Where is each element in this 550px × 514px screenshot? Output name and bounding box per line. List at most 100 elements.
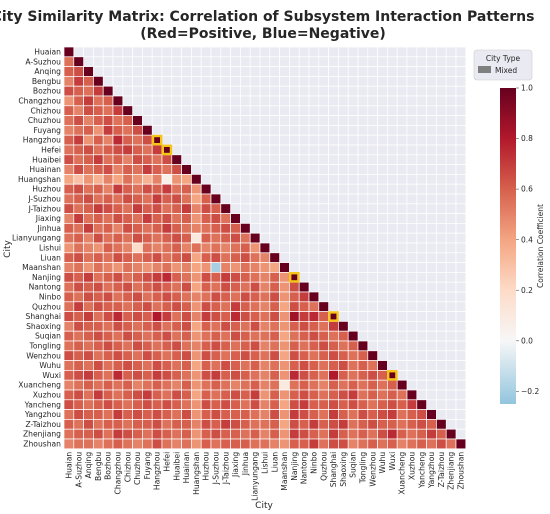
- y-tick-label: Hefei: [41, 146, 61, 155]
- masked-cell: [220, 154, 231, 165]
- masked-cell: [416, 242, 427, 254]
- masked-cell: [249, 164, 261, 175]
- masked-cell: [357, 105, 369, 116]
- heatmap-cell-Chizhou-Anqing: [83, 105, 94, 116]
- heatmap-cell-Lianyungang-Huaibei: [171, 232, 182, 244]
- heatmap-cell-Suqian-Hangzhou: [151, 330, 163, 342]
- heatmap-cell-Suqian-Huaian: [63, 330, 75, 342]
- heatmap-cell-Zhenjiang-Maanshan: [279, 428, 290, 440]
- heatmap-cell-Xuancheng-Nantong: [298, 379, 310, 391]
- masked-cell: [426, 262, 437, 273]
- masked-cell: [406, 370, 418, 381]
- masked-cell: [269, 154, 280, 165]
- masked-cell: [289, 262, 300, 273]
- y-tick-label: Fuyang: [33, 126, 61, 135]
- heatmap-cell-Lishui-Jiaxing: [230, 242, 241, 254]
- masked-cell: [112, 46, 124, 58]
- heatmap-cell-Yancheng-Yancheng: [416, 399, 427, 410]
- heatmap-cell-Lianyungang-Chuzhou: [132, 232, 143, 244]
- masked-cell: [347, 183, 359, 195]
- heatmap-cell-Jinhua-A-Suzhou: [73, 223, 84, 234]
- heatmap-cell-J-Taizhou-Bengbu: [93, 203, 104, 214]
- masked-cell: [436, 154, 447, 165]
- masked-cell: [406, 164, 418, 175]
- masked-cell: [406, 232, 418, 244]
- heatmap-cell-Wenzhou-Tongling: [357, 350, 369, 361]
- masked-cell: [445, 46, 457, 58]
- masked-cell: [171, 85, 182, 97]
- masked-cell: [436, 56, 447, 67]
- heatmap-cell-Xuzhou-Shanghai: [328, 389, 339, 401]
- masked-cell: [230, 46, 241, 58]
- heatmap-cell-Liuan-J-Suzhou: [210, 252, 222, 263]
- masked-cell: [259, 203, 271, 214]
- masked-cell: [289, 203, 300, 214]
- masked-cell: [279, 154, 290, 165]
- masked-cell: [387, 281, 398, 293]
- heatmap-cell-Huangshan-Hangzhou: [151, 174, 163, 185]
- masked-cell: [269, 66, 280, 77]
- masked-cell: [347, 291, 359, 303]
- heatmap-cell-Chuzhou-Anqing: [83, 115, 94, 126]
- masked-cell: [367, 281, 378, 293]
- masked-cell: [210, 85, 222, 97]
- heatmap-cell-Zhenjiang-Tongling: [357, 428, 369, 440]
- heatmap-cell-Xuancheng-Changzhou: [112, 379, 124, 391]
- masked-cell: [269, 76, 280, 87]
- masked-cell: [181, 66, 192, 77]
- heatmap-cell-Wenzhou-Wenzhou: [367, 350, 378, 361]
- masked-cell: [367, 242, 378, 254]
- masked-cell: [426, 105, 437, 116]
- heatmap-cell-Huaibei-Bozhou: [102, 154, 114, 165]
- masked-cell: [377, 134, 388, 146]
- heatmap-cell-Maanshan-Chizhou: [122, 262, 133, 273]
- masked-cell: [220, 115, 231, 126]
- masked-cell: [387, 311, 398, 322]
- heatmap-cell-Yangzhou-Yancheng: [416, 409, 427, 420]
- heatmap-cell-Yancheng-J-Taizhou: [220, 399, 231, 410]
- heatmap-cell-Z-Taizhou-Hefei: [161, 419, 173, 430]
- masked-cell: [298, 262, 310, 273]
- masked-cell: [289, 164, 300, 175]
- masked-cell: [318, 232, 329, 244]
- masked-cell: [249, 223, 261, 234]
- heatmap-cell-Hangzhou-Bozhou: [102, 134, 114, 146]
- heatmap-cell-Wuhu-Nantong: [298, 360, 310, 371]
- masked-cell: [181, 125, 192, 136]
- y-tick-label: Huzhou: [32, 185, 61, 194]
- heatmap-cell-Yangzhou-Jiaxing: [230, 409, 241, 420]
- heatmap-cell-Ninbo-Huangshan: [191, 291, 202, 303]
- heatmap-cell-Zhenjiang-Nanjing: [289, 428, 300, 440]
- heatmap-cell-Maanshan-Liuan: [269, 262, 280, 273]
- heatmap-cell-J-Suzhou-Fuyang: [142, 193, 153, 205]
- masked-cell: [338, 203, 349, 214]
- heatmap-cell-Xuzhou-Anqing: [83, 389, 94, 401]
- heatmap-cell-Nantong-Huangshan: [191, 281, 202, 293]
- masked-cell: [357, 164, 369, 175]
- heatmap-cell-Yancheng-Maanshan: [279, 399, 290, 410]
- heatmap-cell-Xuancheng-Wuhu: [377, 379, 388, 391]
- masked-cell: [308, 154, 320, 165]
- x-tick-label: Hangzhou: [153, 452, 162, 490]
- masked-cell: [396, 223, 408, 234]
- masked-cell: [298, 252, 310, 263]
- masked-cell: [181, 154, 192, 165]
- masked-cell: [455, 428, 467, 440]
- heatmap-cell-Z-Taizhou-Chizhou: [122, 419, 133, 430]
- heatmap-cell-Chizhou-Bengbu: [93, 105, 104, 116]
- masked-cell: [240, 46, 251, 58]
- masked-cell: [249, 115, 261, 126]
- masked-cell: [338, 115, 349, 126]
- heatmap-cell-Nanjing-Chuzhou: [132, 272, 143, 283]
- heatmap-cell-Shaoxing-Chizhou: [122, 321, 133, 332]
- heatmap-cell-Wuxi-Lishui: [259, 370, 271, 381]
- masked-cell: [298, 46, 310, 58]
- heatmap-cell-Wuxi-Jiaxing: [230, 370, 241, 381]
- heatmap-cell-Jiaxing-Jiaxing: [230, 213, 241, 224]
- masked-cell: [249, 174, 261, 185]
- masked-cell: [455, 252, 467, 263]
- masked-cell: [269, 242, 280, 254]
- heatmap-cell-Zhoushan-Hefei: [161, 438, 173, 450]
- masked-cell: [298, 66, 310, 77]
- heatmap-cell-Zhenjiang-Huainan: [181, 428, 192, 440]
